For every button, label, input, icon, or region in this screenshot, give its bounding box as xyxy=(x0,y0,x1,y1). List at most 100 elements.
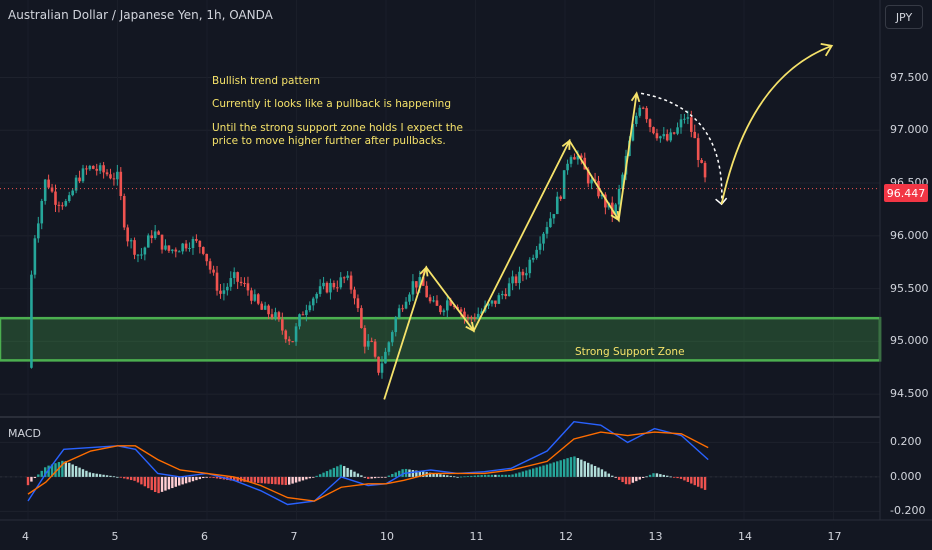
candle-body xyxy=(463,311,466,318)
candle-body xyxy=(129,240,133,242)
candle-body xyxy=(531,257,535,260)
macd-histogram-bar xyxy=(679,476,683,479)
candle-body xyxy=(439,305,442,313)
currency-button[interactable]: JPY xyxy=(885,5,923,29)
macd-histogram-bar xyxy=(78,467,81,477)
candle-body xyxy=(109,174,112,179)
macd-histogram-bar xyxy=(487,474,490,477)
macd-histogram-bar xyxy=(422,471,425,477)
candle-body xyxy=(308,305,312,311)
candle-body xyxy=(102,165,105,173)
macd-histogram-bar xyxy=(511,474,514,477)
candle-body xyxy=(645,108,648,120)
candle-body xyxy=(452,305,456,307)
macd-histogram-bar xyxy=(659,474,662,477)
candle-body xyxy=(576,155,580,160)
macd-histogram-bar xyxy=(569,457,573,477)
macd-histogram-bar xyxy=(88,472,92,477)
macd-histogram-bar xyxy=(95,473,98,477)
support-zone-label: Strong Support Zone xyxy=(575,346,685,358)
candle-body xyxy=(298,314,301,327)
macd-histogram-bar xyxy=(212,476,215,478)
candle-body xyxy=(638,107,642,116)
candle-body xyxy=(133,240,136,255)
candle-body xyxy=(67,195,71,202)
macd-histogram-bar xyxy=(198,476,202,480)
macd-histogram-bar xyxy=(140,476,143,485)
candle-body xyxy=(641,107,645,109)
macd-histogram-bar xyxy=(208,476,212,478)
macd-histogram-bar xyxy=(456,476,459,478)
macd-histogram-bar xyxy=(277,476,281,485)
macd-histogram-bar xyxy=(147,476,150,489)
time-tick-label: 14 xyxy=(738,530,752,543)
candle-body xyxy=(683,118,686,120)
macd-histogram-bar xyxy=(229,476,232,481)
macd-histogram-bar xyxy=(586,462,590,477)
macd-histogram-bar xyxy=(332,467,336,477)
candle-body xyxy=(377,356,380,373)
candle-body xyxy=(404,301,408,309)
price-tick-label: 95.000 xyxy=(890,334,929,348)
candle-body xyxy=(40,200,44,224)
candle-body xyxy=(552,214,556,219)
candle-body xyxy=(391,332,394,343)
macd-histogram-bar xyxy=(652,473,655,477)
macd-histogram-bar xyxy=(40,470,43,477)
macd-tick-label: 0.000 xyxy=(890,469,922,483)
trend-zigzag xyxy=(383,93,638,400)
macd-histogram-bar xyxy=(628,476,631,485)
macd-histogram-bar xyxy=(202,476,205,479)
candle-body xyxy=(30,274,33,368)
macd-histogram-bar xyxy=(521,471,525,477)
candle-body xyxy=(693,131,697,139)
macd-histogram-bar xyxy=(535,467,538,477)
macd-histogram-bar xyxy=(693,476,696,486)
time-tick-label: 6 xyxy=(201,530,208,543)
macd-histogram-bar xyxy=(556,461,559,477)
macd-histogram-bar xyxy=(662,474,666,477)
candle-body xyxy=(153,231,157,239)
price-tick-label: 94.500 xyxy=(890,387,929,401)
candle-body xyxy=(136,254,140,256)
pullback-dashed-arc xyxy=(640,92,723,205)
macd-histogram-bar xyxy=(30,476,33,482)
candle-body xyxy=(174,249,178,252)
macd-histogram-bar xyxy=(105,475,109,477)
macd-histogram-bar xyxy=(253,476,257,483)
macd-histogram-bar xyxy=(164,476,167,491)
macd-histogram-bar xyxy=(370,476,373,479)
candle-body xyxy=(219,290,222,294)
candle-body xyxy=(487,303,490,306)
macd-histogram-bar xyxy=(428,472,432,477)
arrowhead xyxy=(465,321,475,333)
macd-histogram-bar xyxy=(442,474,446,477)
macd-histogram-bar xyxy=(123,476,126,479)
candle-body xyxy=(480,311,483,314)
macd-histogram-bar xyxy=(329,469,332,477)
candle-body xyxy=(301,314,305,316)
candle-body xyxy=(256,294,260,304)
macd-histogram-bar xyxy=(260,476,263,484)
macd-histogram-bar xyxy=(624,476,628,485)
macd-histogram-bar xyxy=(466,476,470,477)
macd-histogram-bar xyxy=(64,461,68,477)
candle-body xyxy=(61,205,64,207)
candle-body xyxy=(43,179,47,201)
candle-body xyxy=(215,272,219,291)
candle-body xyxy=(497,295,501,304)
macd-histogram-bar xyxy=(397,470,401,477)
candle-body xyxy=(466,317,470,319)
candle-body xyxy=(50,187,54,192)
macd-histogram-bar xyxy=(336,466,339,477)
candle-body xyxy=(212,269,215,273)
macd-histogram-bar xyxy=(157,476,160,494)
macd-histogram-bar xyxy=(580,459,583,477)
macd-histogram-bar xyxy=(205,476,208,478)
candle-body xyxy=(270,314,274,318)
macd-histogram-bar xyxy=(449,475,452,477)
candle-body xyxy=(394,317,398,333)
candle-body xyxy=(384,351,387,364)
macd-histogram-bar xyxy=(191,476,195,482)
grid-lines xyxy=(0,77,880,512)
